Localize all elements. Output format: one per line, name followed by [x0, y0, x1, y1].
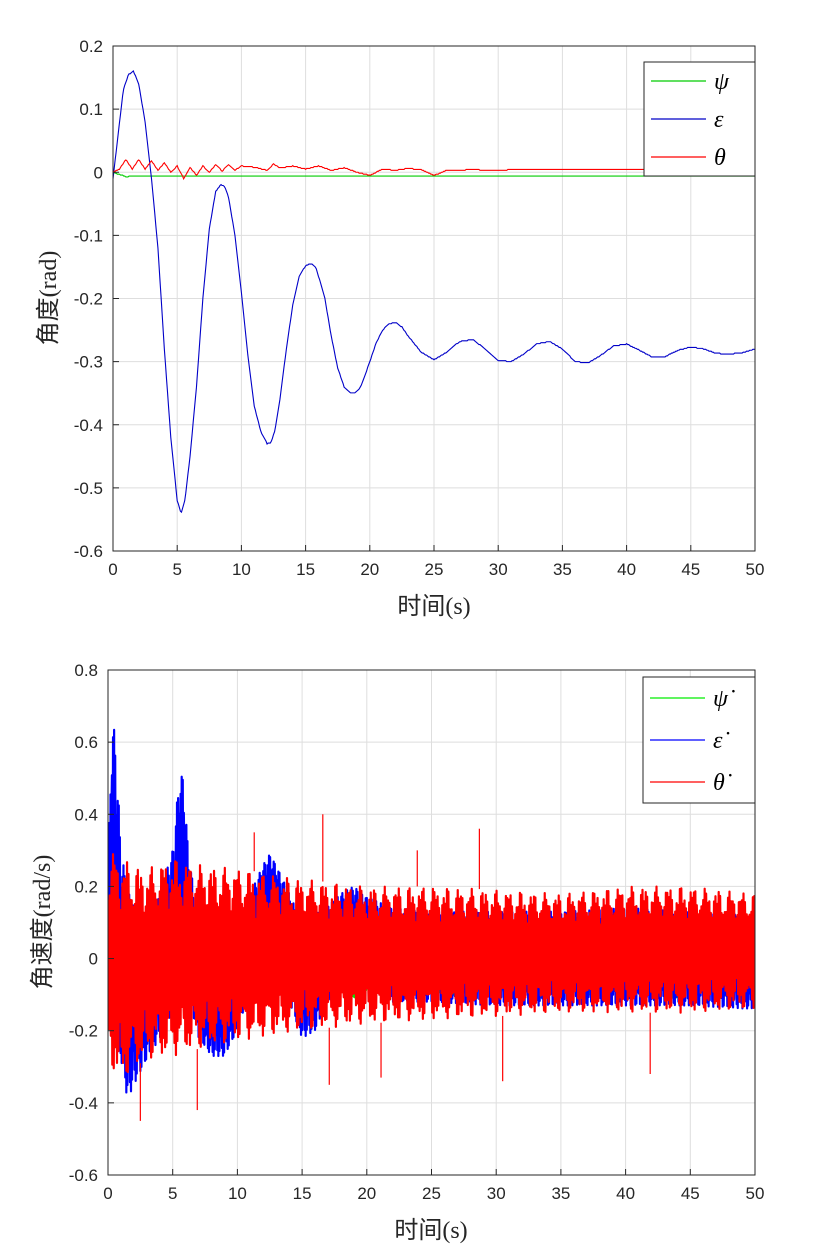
- y-tick-label: -0.1: [74, 226, 103, 245]
- y-tick-label: -0.4: [74, 416, 103, 435]
- x-tick-label: 5: [168, 1184, 177, 1203]
- x-tick-label: 0: [103, 1184, 112, 1203]
- angular-velocity-plot-xlabel: 时间(s): [394, 1217, 467, 1244]
- angular-velocity-plot-lines: [108, 728, 755, 1121]
- x-tick-label: 30: [487, 1184, 506, 1203]
- x-tick-label: 25: [425, 560, 444, 579]
- angular-velocity-plot-ticks: 0 5 10 15 20 25 30 35 40 45 50 0.8 0.6 0.4 0.2 0 -0.2 -0.…: [69, 661, 765, 1203]
- angular-velocity-plot-ylabel: 角速度(rad/s): [29, 855, 56, 990]
- x-tick-label: 35: [553, 560, 572, 579]
- angle-plot-ticks: 0 5 10 15 20 25 30 35 40 45 50 0.2 0.1 0 -0.1 -0.2 -0.3 -…: [74, 37, 765, 579]
- x-tick-label: 50: [746, 1184, 765, 1203]
- y-tick-label: 0.2: [74, 877, 98, 896]
- y-tick-label: 0.2: [79, 37, 103, 56]
- angle-plot-legend: ψεθ: [643, 61, 756, 177]
- y-tick-label: 0.4: [74, 805, 98, 824]
- x-tick-label: 50: [746, 560, 765, 579]
- x-tick-label: 40: [617, 560, 636, 579]
- y-tick-label: -0.5: [74, 479, 103, 498]
- y-tick-label: -0.2: [74, 290, 103, 309]
- x-tick-label: 20: [360, 560, 379, 579]
- x-tick-label: 5: [172, 560, 181, 579]
- y-tick-label: 0.8: [74, 661, 98, 680]
- x-tick-label: 35: [551, 1184, 570, 1203]
- x-tick-label: 15: [293, 1184, 312, 1203]
- y-tick-label: 0: [94, 163, 103, 182]
- x-tick-label: 20: [357, 1184, 376, 1203]
- legend-label: ε: [714, 107, 724, 133]
- y-tick-label: -0.4: [69, 1094, 98, 1113]
- y-tick-label: 0.6: [74, 733, 98, 752]
- x-tick-label: 15: [296, 560, 315, 579]
- x-tick-label: 10: [232, 560, 251, 579]
- angle-plot-xlabel: 时间(s): [397, 593, 470, 620]
- y-tick-label: 0: [89, 950, 98, 969]
- y-tick-label: 0.1: [79, 100, 103, 119]
- angular-velocity-plot-series-3-trace: [108, 853, 755, 1074]
- x-tick-label: 25: [422, 1184, 441, 1203]
- y-tick-label: -0.2: [69, 1022, 98, 1041]
- x-tick-label: 45: [681, 560, 700, 579]
- y-tick-label: -0.6: [74, 542, 103, 561]
- y-tick-label: -0.6: [69, 1166, 98, 1185]
- y-tick-label: -0.3: [74, 353, 103, 372]
- legend-label: ψ: [714, 69, 730, 95]
- x-tick-label: 0: [108, 560, 117, 579]
- angular-velocity-plot: 0 5 10 15 20 25 30 35 40 45 50 0.8 0.6 0.4 0.2 0 -0.2 -0.…: [29, 661, 764, 1244]
- angle-plot-grid: [113, 46, 755, 551]
- angular-velocity-plot-series-3: [108, 814, 755, 1121]
- angle-plot-ylabel: 角度(rad): [35, 251, 62, 346]
- legend-label: θ: [714, 145, 726, 171]
- angle-plot-series-2: [113, 69, 755, 514]
- x-tick-label: 40: [616, 1184, 635, 1203]
- angle-plot: 0 5 10 15 20 25 30 35 40 45 50 0.2 0.1 0 -0.1 -0.2 -0.3 -…: [35, 37, 764, 620]
- x-tick-label: 30: [489, 560, 508, 579]
- x-tick-label: 45: [681, 1184, 700, 1203]
- angular-velocity-plot-legend: ψ̇ε̇θ̇: [642, 676, 756, 804]
- x-tick-label: 10: [228, 1184, 247, 1203]
